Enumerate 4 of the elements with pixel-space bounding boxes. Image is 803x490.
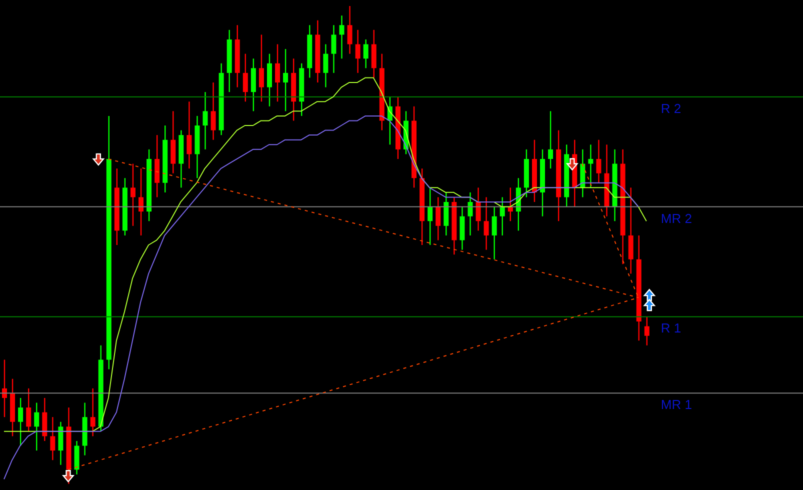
ref-line-label: R 1 bbox=[660, 320, 682, 336]
ref-line-label: R 2 bbox=[660, 100, 682, 116]
ref-line-label: MR 1 bbox=[660, 397, 692, 412]
ref-line-label: MR 2 bbox=[660, 210, 692, 226]
